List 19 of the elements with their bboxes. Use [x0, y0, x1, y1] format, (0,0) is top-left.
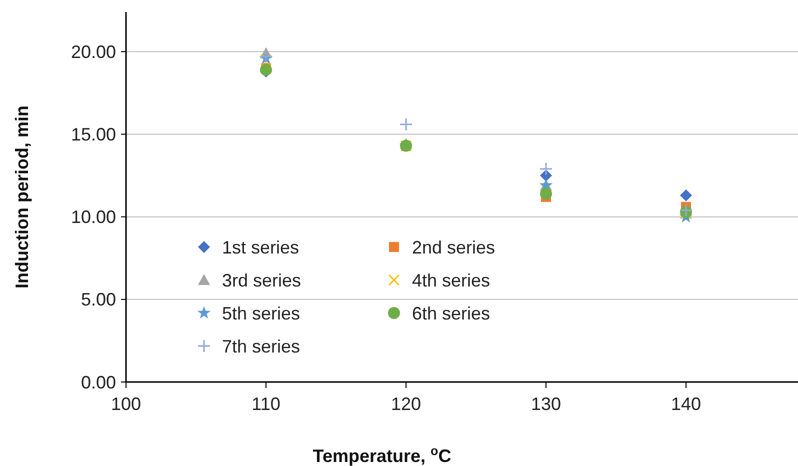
legend-label: 2nd series: [412, 237, 496, 258]
legend-label: 1st series: [222, 237, 300, 258]
y-tick-label: 5.00: [80, 290, 116, 310]
x-axis-title: Temperature, $^{o}$C: [312, 444, 452, 466]
x-tick-label: 120: [390, 394, 422, 414]
y-tick-label: 0.00: [80, 372, 116, 392]
x-tick-label: 140: [670, 394, 702, 414]
x-tick-label: 130: [530, 394, 562, 414]
y-tick-label: 10.00: [70, 207, 116, 228]
legend-label: 4th series: [412, 270, 490, 290]
legend-label: 3rd series: [222, 270, 302, 290]
y-tick-label: 15.00: [70, 124, 116, 145]
y-axis-title: Induction period, min: [12, 106, 32, 288]
x-tick-label: 110: [252, 394, 280, 414]
legend-label: 6th series: [412, 303, 490, 324]
legend-label: 5th series: [222, 303, 300, 324]
legend-label: 7th series: [222, 336, 300, 356]
y-tick-label: 20.00: [70, 42, 116, 62]
x-tick-label: 100: [110, 394, 142, 414]
